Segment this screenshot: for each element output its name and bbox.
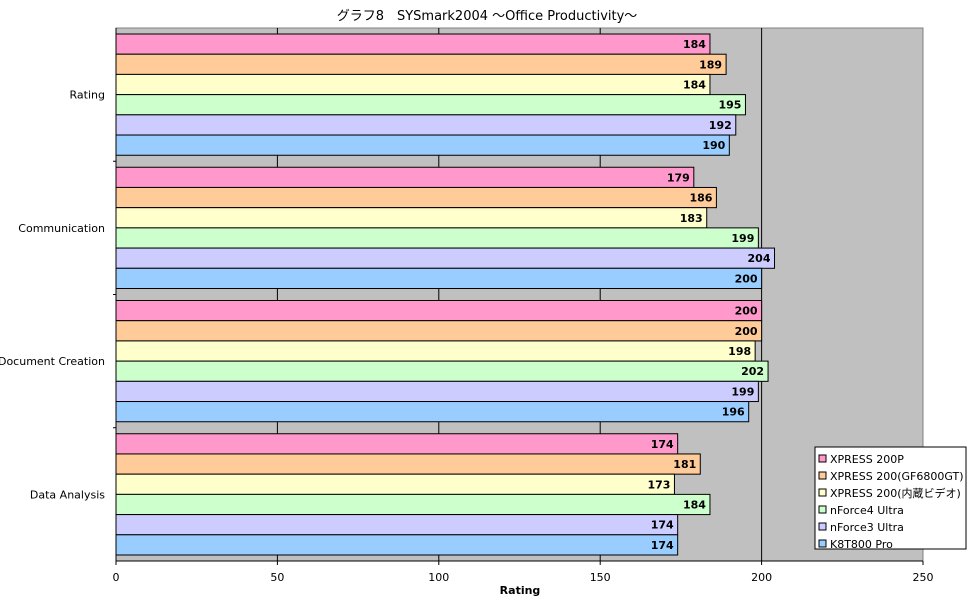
- bar: [115, 380, 759, 403]
- x-axis-title: Rating: [500, 584, 541, 597]
- x-tick-label: 150: [590, 571, 611, 584]
- data-label: 192: [709, 119, 732, 132]
- legend-box: [814, 446, 967, 550]
- legend-entry: XPRESS 200(内蔵ビデオ): [830, 486, 961, 500]
- legend-entry: nForce3 Ultra: [830, 521, 904, 534]
- data-label: 200: [735, 272, 758, 285]
- x-tick-label: 250: [913, 571, 934, 584]
- data-label: 196: [722, 406, 745, 419]
- legend-entry: nForce4 Ultra: [830, 504, 904, 517]
- bar: [115, 473, 675, 495]
- data-label: 200: [735, 305, 758, 318]
- bar: [115, 227, 759, 249]
- legend-entry: K8T800 Pro: [830, 538, 893, 551]
- data-label: 174: [651, 539, 674, 552]
- data-label: 184: [683, 79, 706, 92]
- data-label: 173: [647, 478, 670, 491]
- bar: [115, 73, 711, 96]
- bar: [115, 53, 727, 75]
- legend-swatch: [818, 488, 827, 497]
- data-label: 204: [748, 252, 771, 265]
- data-label: 186: [689, 192, 712, 205]
- category-label: Document Creation: [0, 355, 105, 368]
- bar: [115, 186, 717, 209]
- data-label: 200: [735, 325, 758, 338]
- data-label: 199: [731, 385, 754, 398]
- data-label: 184: [683, 498, 706, 511]
- bar: [115, 247, 776, 269]
- data-label: 199: [731, 232, 754, 245]
- bar: [115, 401, 750, 423]
- bar: [115, 493, 711, 516]
- bar: [115, 134, 730, 156]
- bars-group: 184 189 184 195 192 190 179 186 183 199 204 200 200 2…: [115, 33, 776, 556]
- legend-entry: XPRESS 200P: [830, 453, 904, 466]
- bar: [115, 514, 679, 536]
- legend-swatch: [818, 522, 827, 531]
- bar: [115, 360, 769, 382]
- bar: [115, 453, 701, 475]
- x-tick-label: 200: [751, 571, 772, 584]
- legend-swatch: [818, 539, 827, 548]
- bar: [115, 207, 708, 229]
- data-label: 179: [667, 171, 690, 184]
- legend: XPRESS 200P XPRESS 200(GF6800GT) XPRESS 20…: [814, 446, 967, 551]
- legend-entry: XPRESS 200(GF6800GT): [830, 470, 964, 483]
- bar: [115, 267, 763, 289]
- data-label: 190: [702, 139, 725, 152]
- x-tick-label: 0: [113, 571, 120, 584]
- data-label: 198: [728, 345, 751, 358]
- bar: [115, 33, 711, 55]
- chart-title: グラフ8 SYSmark2004 ～Office Productivity～: [337, 9, 638, 24]
- bar: [115, 433, 679, 455]
- data-label: 174: [651, 519, 674, 532]
- data-label: 181: [673, 458, 696, 471]
- x-tick-label: 50: [270, 571, 284, 584]
- bar: [115, 114, 737, 136]
- legend-swatch: [818, 471, 827, 480]
- bar: [115, 94, 746, 116]
- x-tick-label: 100: [428, 571, 449, 584]
- bar: [115, 300, 763, 322]
- data-label: 183: [680, 212, 703, 225]
- category-label: Data Analysis: [30, 488, 105, 501]
- bar: [115, 166, 695, 188]
- category-label: Rating: [70, 89, 105, 102]
- axes-group: Rating Communication Document Creation Data…: [0, 28, 934, 584]
- data-label: 202: [741, 365, 764, 378]
- category-label: Communication: [18, 222, 105, 235]
- bar: [115, 534, 679, 556]
- bar: [115, 320, 763, 342]
- data-label: 189: [699, 58, 722, 71]
- legend-swatch: [818, 454, 827, 463]
- bar: [115, 340, 756, 362]
- data-label: 174: [651, 438, 674, 451]
- data-label: 184: [683, 38, 706, 51]
- legend-swatch: [818, 505, 827, 514]
- data-label: 195: [718, 99, 741, 112]
